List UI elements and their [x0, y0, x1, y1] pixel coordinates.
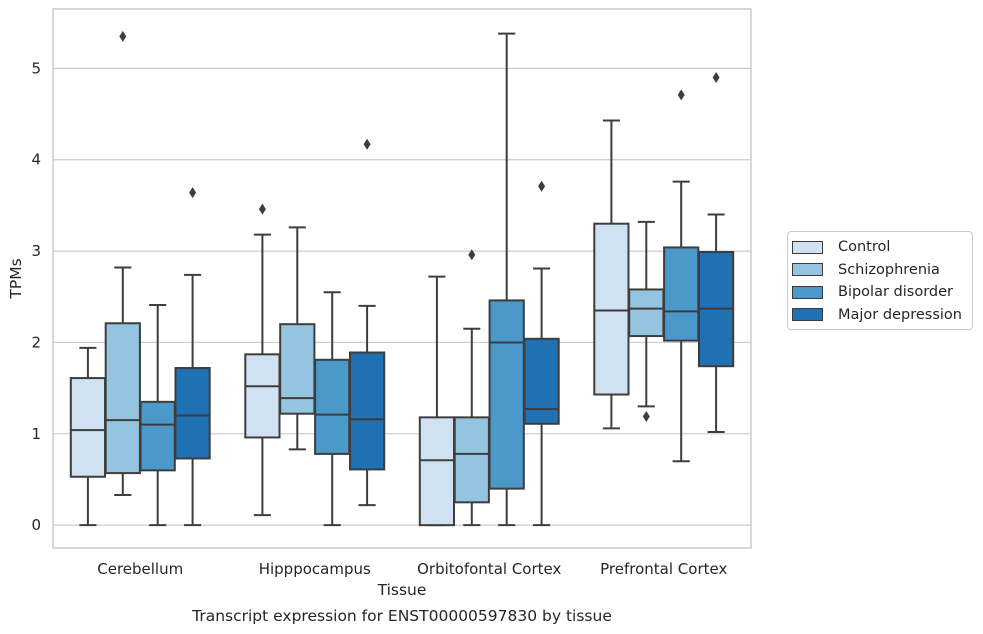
legend: Control Schizophrenia Bipolar disorder Majo…: [787, 231, 973, 330]
outlier-point: [258, 203, 266, 215]
box-control: [418, 275, 456, 527]
legend-swatch: [792, 285, 823, 299]
x-tick-label: Orbitofontal Cortex: [417, 560, 561, 578]
outlier-point: [119, 30, 127, 42]
legend-label: Bipolar disorder: [838, 284, 953, 301]
y-axis-title: TPMs: [7, 258, 25, 299]
x-axis-title: Tissue: [377, 581, 427, 599]
iqr-box: [244, 353, 281, 439]
box-major-depression: [697, 72, 735, 433]
box-bipolar-disorder: [139, 303, 176, 527]
iqr-box: [593, 222, 630, 396]
legend-item: Major depression: [788, 304, 972, 327]
box-schizophrenia: [628, 220, 665, 422]
legend-item: Bipolar disorder: [788, 281, 972, 304]
y-tick-label: 0: [31, 516, 41, 534]
iqr-box: [348, 351, 386, 471]
iqr-box: [314, 358, 351, 455]
legend-label: Schizophrenia: [838, 261, 940, 278]
box-schizophrenia: [279, 226, 316, 451]
box-bipolar-disorder: [488, 32, 525, 527]
y-tick-label: 5: [31, 59, 41, 77]
x-tick-label: Prefrontal Cortex: [600, 560, 727, 578]
y-tick-label: 3: [31, 242, 41, 260]
outlier-point: [363, 138, 371, 150]
box-control: [244, 203, 281, 517]
iqr-box: [139, 400, 176, 472]
legend-label: Major depression: [838, 306, 962, 323]
legend-item: Schizophrenia: [788, 259, 972, 282]
box-control: [69, 346, 107, 527]
iqr-box: [628, 288, 665, 338]
x-tick-label: Cerebellum: [97, 560, 183, 578]
box-schizophrenia: [453, 249, 490, 527]
iqr-box: [523, 337, 560, 425]
plot-frame: [52, 8, 752, 549]
box-schizophrenia: [104, 30, 141, 497]
iqr-box: [663, 246, 700, 342]
box-major-depression: [348, 138, 386, 507]
legend-swatch: [792, 240, 823, 254]
outlier-point: [642, 410, 650, 422]
legend-item: Control: [788, 236, 972, 259]
iqr-box: [174, 367, 211, 460]
y-tick-label: 4: [31, 151, 41, 169]
box-bipolar-disorder: [314, 291, 351, 527]
iqr-box: [453, 416, 490, 504]
legend-label: Control: [838, 239, 891, 256]
box-major-depression: [174, 187, 211, 527]
iqr-box: [69, 377, 107, 478]
outlier-point: [677, 89, 685, 101]
legend-swatch: [792, 308, 823, 322]
box-bipolar-disorder: [663, 89, 700, 463]
outlier-point: [538, 180, 546, 192]
box-major-depression: [523, 180, 560, 527]
iqr-box: [418, 416, 456, 527]
x-tick-label: Hipppocampus: [259, 560, 371, 578]
outlier-point: [468, 249, 476, 261]
iqr-box: [488, 299, 525, 490]
figure-caption: Transcript expression for ENST0000059783…: [192, 607, 612, 625]
y-tick-label: 2: [31, 333, 41, 351]
y-tick-label: 1: [31, 425, 41, 443]
iqr-box: [279, 323, 316, 415]
legend-swatch: [792, 263, 823, 277]
outlier-point: [189, 187, 197, 199]
iqr-box: [104, 322, 141, 475]
outlier-point: [712, 72, 720, 84]
box-control: [593, 119, 630, 430]
